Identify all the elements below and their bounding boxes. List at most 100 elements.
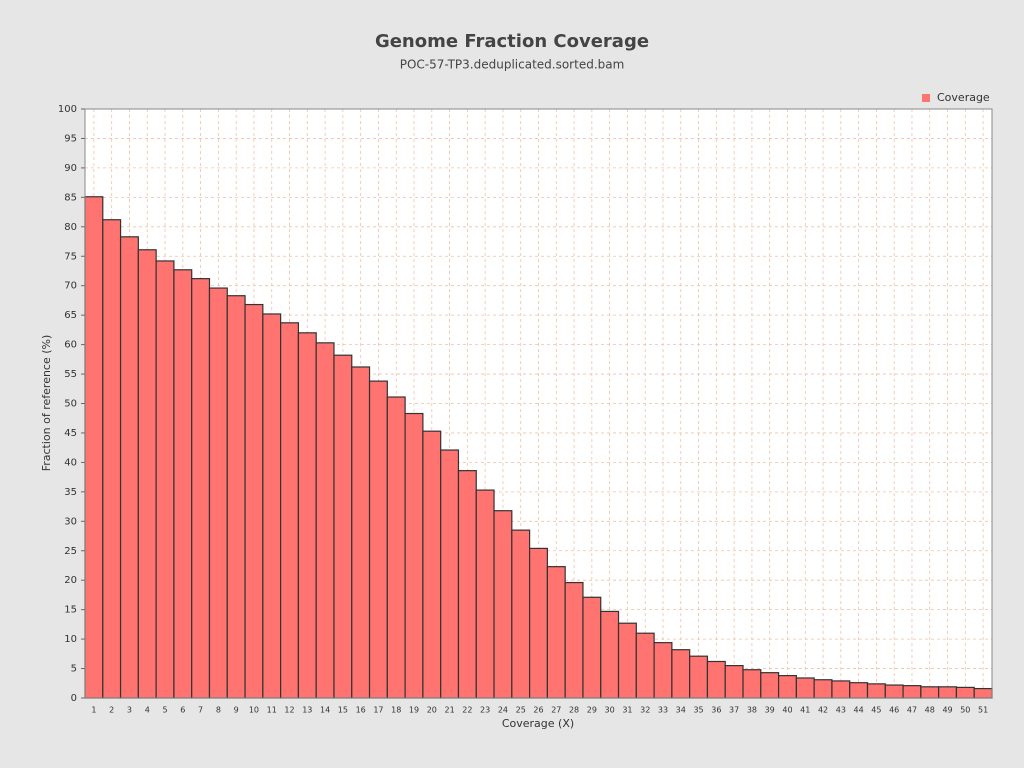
chart-subtitle: POC-57-TP3.deduplicated.sorted.bam [400, 58, 625, 72]
x-tick-label: 35 [693, 706, 703, 715]
bar [653, 642, 673, 699]
x-tick-label: 25 [516, 706, 526, 715]
bar [884, 684, 904, 699]
y-tick-label: 85 [64, 192, 77, 203]
bar [155, 260, 175, 699]
y-tick-label: 5 [71, 664, 77, 675]
bar [617, 622, 637, 699]
bar [938, 686, 958, 699]
x-tick-label: 10 [249, 706, 259, 715]
bar [422, 430, 442, 699]
bar [404, 412, 424, 699]
bar [849, 682, 869, 699]
bar [315, 342, 335, 699]
bar [386, 396, 406, 699]
x-tick-label: 27 [551, 706, 561, 715]
bar [706, 660, 726, 699]
x-tick-label: 28 [569, 706, 579, 715]
bar [902, 685, 922, 699]
x-tick-label: 11 [267, 706, 277, 715]
x-axis-label: Coverage (X) [502, 717, 574, 730]
bar [475, 489, 495, 699]
x-tick-label: 14 [320, 706, 330, 715]
x-tick-label: 5 [162, 706, 167, 715]
x-tick-label: 23 [480, 706, 490, 715]
x-tick-label: 47 [907, 706, 917, 715]
y-tick-label: 65 [64, 310, 77, 321]
bar [813, 679, 833, 699]
x-tick-label: 18 [391, 706, 401, 715]
x-tick-label: 24 [498, 706, 508, 715]
bar [671, 649, 691, 699]
x-tick-label: 6 [180, 706, 185, 715]
bar [440, 449, 460, 699]
y-tick-label: 0 [71, 693, 77, 704]
bar [333, 354, 353, 699]
bar [760, 672, 780, 699]
x-tick-label: 50 [960, 706, 970, 715]
bar [280, 322, 300, 699]
x-tick-label: 16 [356, 706, 366, 715]
y-tick-label: 45 [64, 428, 77, 439]
y-tick-label: 95 [64, 133, 77, 144]
x-tick-label: 19 [409, 706, 419, 715]
chart-title: Genome Fraction Coverage [375, 31, 649, 52]
x-tick-label: 40 [782, 706, 792, 715]
x-tick-label: 33 [658, 706, 668, 715]
bar [191, 278, 211, 699]
x-tick-label: 13 [302, 706, 312, 715]
bar [742, 669, 762, 699]
bar [582, 596, 602, 699]
x-tick-label: 2 [109, 706, 114, 715]
x-tick-label: 39 [765, 706, 775, 715]
x-tick-label: 43 [836, 706, 846, 715]
x-tick-label: 51 [978, 706, 988, 715]
bar [724, 665, 744, 699]
bar [84, 196, 104, 699]
x-tick-label: 17 [373, 706, 383, 715]
y-tick-label: 25 [64, 546, 77, 557]
x-tick-label: 15 [338, 706, 348, 715]
bar [564, 581, 584, 699]
bar [511, 529, 531, 699]
x-tick-label: 7 [198, 706, 203, 715]
x-tick-label: 38 [747, 706, 757, 715]
x-tick-label: 1 [91, 706, 96, 715]
x-tick-label: 48 [925, 706, 935, 715]
plot-border [84, 108, 993, 699]
bar [955, 686, 975, 699]
y-tick-label: 40 [64, 457, 77, 468]
x-tick-label: 41 [800, 706, 810, 715]
bar [119, 236, 139, 699]
x-tick-label: 4 [145, 706, 150, 715]
y-tick-label: 30 [64, 516, 77, 527]
x-tick-label: 9 [234, 706, 239, 715]
y-tick-label: 50 [64, 399, 77, 410]
x-tick-label: 36 [711, 706, 721, 715]
y-tick-label: 20 [64, 575, 77, 586]
x-tick-label: 21 [444, 706, 454, 715]
bar [368, 380, 388, 699]
x-tick-label: 49 [942, 706, 952, 715]
y-tick-label: 10 [64, 634, 77, 645]
x-tick-label: 22 [462, 706, 472, 715]
x-tick-label: 32 [640, 706, 650, 715]
bar [262, 313, 282, 699]
bar [546, 566, 566, 699]
x-tick-label: 42 [818, 706, 828, 715]
x-tick-label: 3 [127, 706, 132, 715]
bar [493, 510, 513, 699]
y-tick-label: 55 [64, 369, 77, 380]
bar [208, 287, 228, 699]
bar [635, 632, 655, 699]
x-tick-label: 30 [605, 706, 615, 715]
bar [297, 332, 317, 699]
bar [831, 680, 851, 699]
x-tick-label: 46 [889, 706, 899, 715]
x-tick-label: 20 [427, 706, 437, 715]
bar [351, 366, 371, 699]
x-tick-label: 29 [587, 706, 597, 715]
y-tick-label: 100 [58, 104, 77, 115]
bar [689, 655, 709, 699]
